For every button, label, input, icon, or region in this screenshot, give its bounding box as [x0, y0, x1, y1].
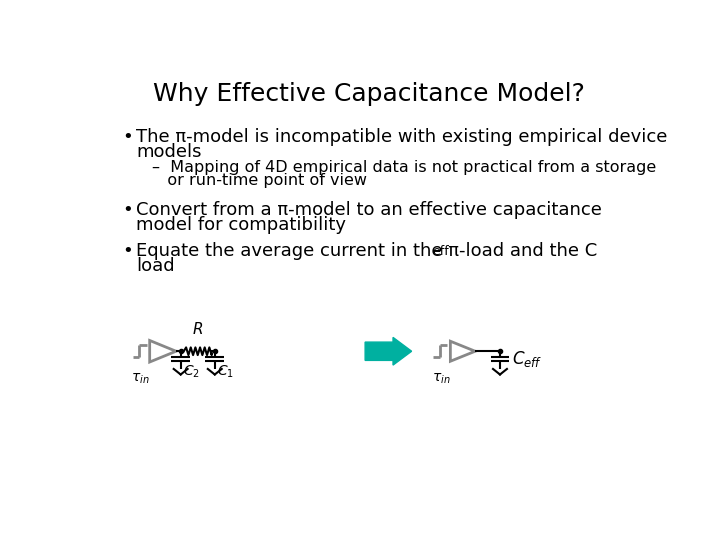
- Text: •: •: [122, 201, 133, 219]
- Text: $C_1$: $C_1$: [217, 363, 234, 380]
- Text: Convert from a π-model to an effective capacitance: Convert from a π-model to an effective c…: [137, 201, 603, 219]
- Polygon shape: [365, 338, 412, 365]
- Text: $R$: $R$: [192, 321, 203, 338]
- Text: or run-time point of view: or run-time point of view: [152, 173, 367, 188]
- Text: Equate the average current in the π-load and the C: Equate the average current in the π-load…: [137, 242, 598, 260]
- Text: eff: eff: [432, 245, 449, 258]
- Text: model for compatibility: model for compatibility: [137, 215, 346, 234]
- Text: •: •: [122, 128, 133, 146]
- Text: models: models: [137, 143, 202, 160]
- Text: Why Effective Capacitance Model?: Why Effective Capacitance Model?: [153, 82, 585, 106]
- Text: The π-model is incompatible with existing empirical device: The π-model is incompatible with existin…: [137, 128, 668, 146]
- Text: $\tau_{in}$: $\tau_{in}$: [432, 372, 450, 386]
- Text: load: load: [137, 256, 175, 274]
- Text: $C_{eff}$: $C_{eff}$: [513, 349, 543, 369]
- Text: $C_2$: $C_2$: [183, 363, 200, 380]
- Text: –  Mapping of 4D empirical data is not practical from a storage: – Mapping of 4D empirical data is not pr…: [152, 160, 656, 176]
- Text: $\tau_{in}$: $\tau_{in}$: [131, 372, 150, 386]
- Text: •: •: [122, 242, 133, 260]
